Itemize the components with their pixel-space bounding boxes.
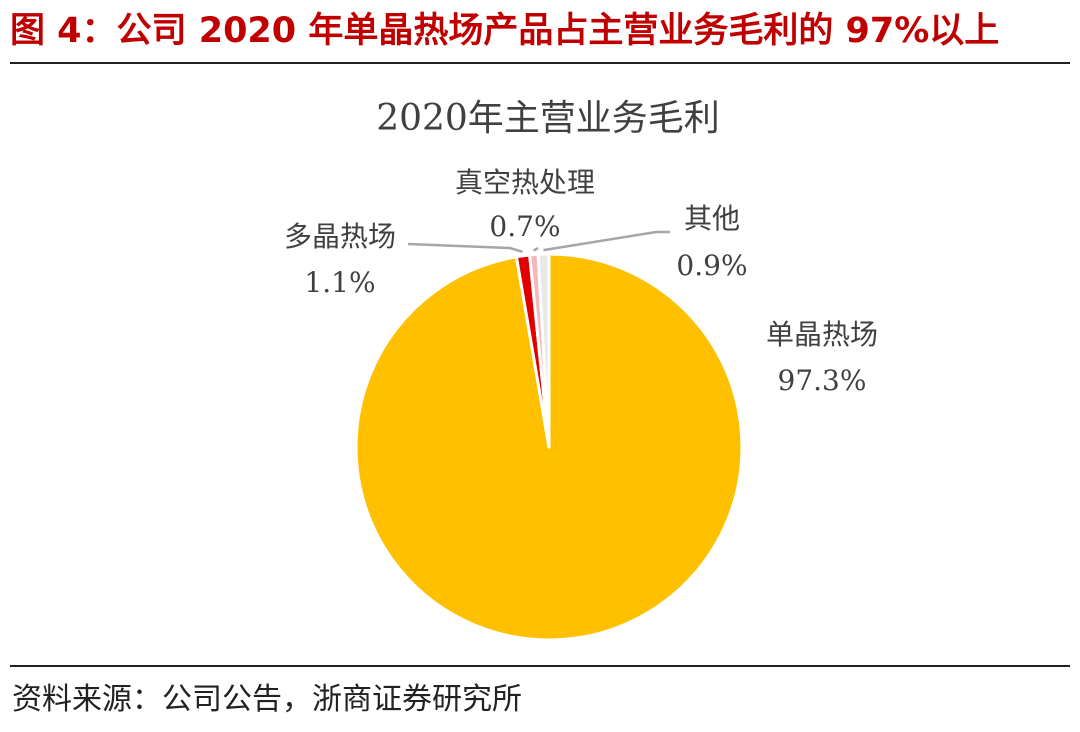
- leader-line-3: [543, 230, 670, 252]
- slice-label-value-3: 0.9%: [676, 249, 747, 282]
- slice-label-name-3: 其他: [684, 202, 740, 235]
- figure-caption: 图 4：公司 2020 年单晶热场产品占主营业务毛利的 97%以上: [10, 11, 1000, 51]
- slice-label-name-2: 真空热处理: [455, 166, 595, 199]
- slice-label-value-0: 97.3%: [778, 364, 867, 397]
- slice-label-value-2: 0.7%: [489, 210, 560, 243]
- source-note: 资料来源：公司公告，浙商证券研究所: [12, 682, 522, 717]
- bottom-divider: [10, 665, 1070, 667]
- leader-line-1: [407, 242, 523, 253]
- slice-label-name-0: 单晶热场: [766, 318, 878, 351]
- slice-label-name-1: 多晶热场: [284, 220, 396, 253]
- slice-label-value-1: 1.1%: [304, 266, 375, 299]
- leader-lines: [407, 230, 670, 253]
- leader-line-2: [532, 246, 539, 252]
- pie-slice-3: [536, 252, 551, 449]
- top-divider: [10, 62, 1070, 64]
- chart-title: 2020年主营业务毛利: [376, 98, 720, 139]
- pie-slices: [354, 252, 744, 642]
